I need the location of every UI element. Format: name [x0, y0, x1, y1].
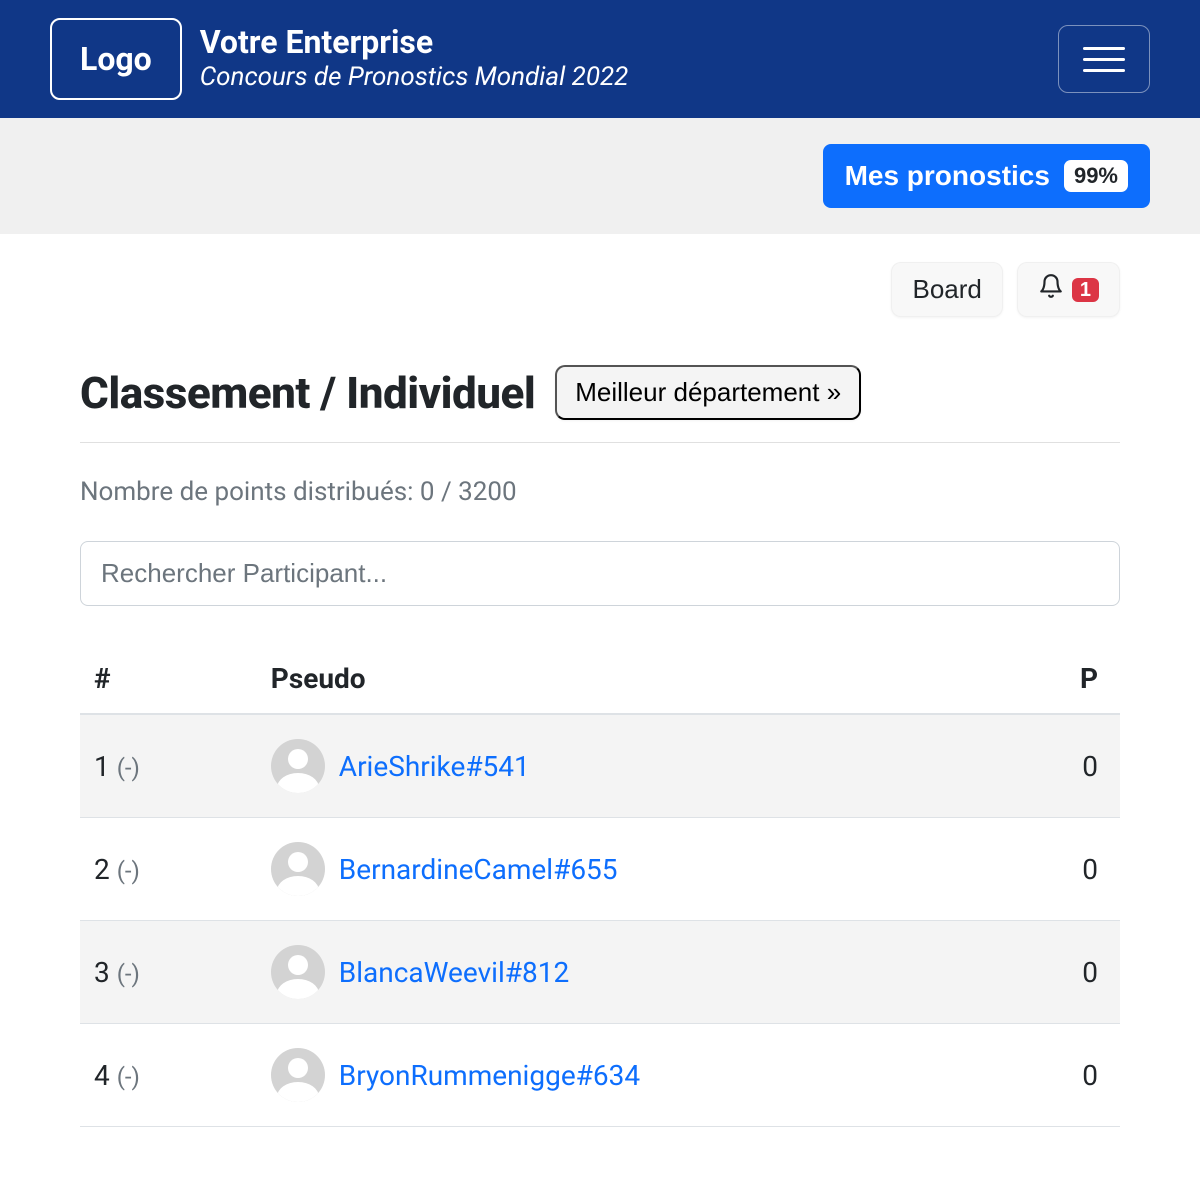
rank-cell: 4 (-)	[80, 1024, 257, 1127]
rank-number: 4	[94, 1059, 117, 1092]
table-row: 1 (-) ArieShrike#541 0	[80, 714, 1120, 818]
my-pronostics-button[interactable]: Mes pronostics 99%	[823, 144, 1150, 208]
rank-delta: (-)	[117, 754, 140, 782]
rank-number: 3	[94, 956, 117, 989]
logo[interactable]: Logo	[50, 18, 182, 100]
divider	[80, 442, 1120, 443]
my-pronostics-label: Mes pronostics	[845, 160, 1050, 192]
hamburger-line-icon	[1083, 47, 1125, 50]
points-distributed-info: Nombre de points distribués: 0 / 3200	[80, 477, 1120, 507]
points-cell: 0	[995, 818, 1120, 921]
pseudo-cell: ArieShrike#541	[257, 714, 995, 818]
pseudo-cell: BlancaWeevil#812	[257, 921, 995, 1024]
brand-title: Votre Enterprise	[200, 23, 629, 61]
best-department-link[interactable]: Meilleur département »	[555, 365, 861, 420]
participant-link[interactable]: BlancaWeevil#812	[339, 956, 569, 989]
table-row: 4 (-) BryonRummenigge#634 0	[80, 1024, 1120, 1127]
col-header-pseudo: Pseudo	[257, 644, 995, 714]
pseudo-cell: BernardineCamel#655	[257, 818, 995, 921]
participant-link[interactable]: ArieShrike#541	[339, 750, 530, 783]
menu-toggle-button[interactable]	[1058, 25, 1150, 93]
col-header-rank: #	[80, 644, 257, 714]
avatar	[271, 1048, 325, 1102]
brand-text: Votre Enterprise Concours de Pronostics …	[200, 23, 629, 95]
page-actions-row: Board 1	[80, 234, 1120, 317]
notifications-button[interactable]: 1	[1017, 262, 1120, 317]
rank-number: 1	[94, 750, 117, 783]
rank-delta: (-)	[117, 960, 140, 988]
rank-cell: 2 (-)	[80, 818, 257, 921]
pseudo-cell: BryonRummenigge#634	[257, 1024, 995, 1127]
rank-delta: (-)	[117, 857, 140, 885]
participant-link[interactable]: BryonRummenigge#634	[339, 1059, 640, 1092]
avatar	[271, 739, 325, 793]
brand-subtitle: Concours de Pronostics Mondial 2022	[200, 61, 629, 95]
notification-count-badge: 1	[1072, 278, 1099, 302]
points-cell: 0	[995, 921, 1120, 1024]
subheader-bar: Mes pronostics 99%	[0, 118, 1200, 234]
bell-icon	[1038, 273, 1064, 306]
rank-number: 2	[94, 853, 117, 886]
rank-cell: 3 (-)	[80, 921, 257, 1024]
table-row: 3 (-) BlancaWeevil#812 0	[80, 921, 1120, 1024]
board-button[interactable]: Board	[891, 262, 1002, 317]
rank-cell: 1 (-)	[80, 714, 257, 818]
avatar	[271, 842, 325, 896]
table-row: 2 (-) BernardineCamel#655 0	[80, 818, 1120, 921]
board-label: Board	[912, 274, 981, 305]
rank-delta: (-)	[117, 1063, 140, 1091]
page-title: Classement / Individuel	[80, 367, 535, 419]
hamburger-line-icon	[1083, 69, 1125, 72]
points-cell: 0	[995, 714, 1120, 818]
participant-link[interactable]: BernardineCamel#655	[339, 853, 618, 886]
points-cell: 0	[995, 1024, 1120, 1127]
page-title-row: Classement / Individuel Meilleur départe…	[80, 365, 1120, 420]
top-navbar: Logo Votre Enterprise Concours de Pronos…	[0, 0, 1200, 118]
hamburger-line-icon	[1083, 58, 1125, 61]
ranking-table: # Pseudo P 1 (-) ArieShrike#541 0 2 (-) Bern…	[80, 644, 1120, 1127]
col-header-points: P	[995, 644, 1120, 714]
navbar-brand-group: Logo Votre Enterprise Concours de Pronos…	[50, 18, 628, 100]
avatar	[271, 945, 325, 999]
pronostics-progress-badge: 99%	[1064, 160, 1128, 192]
search-participant-input[interactable]	[80, 541, 1120, 606]
